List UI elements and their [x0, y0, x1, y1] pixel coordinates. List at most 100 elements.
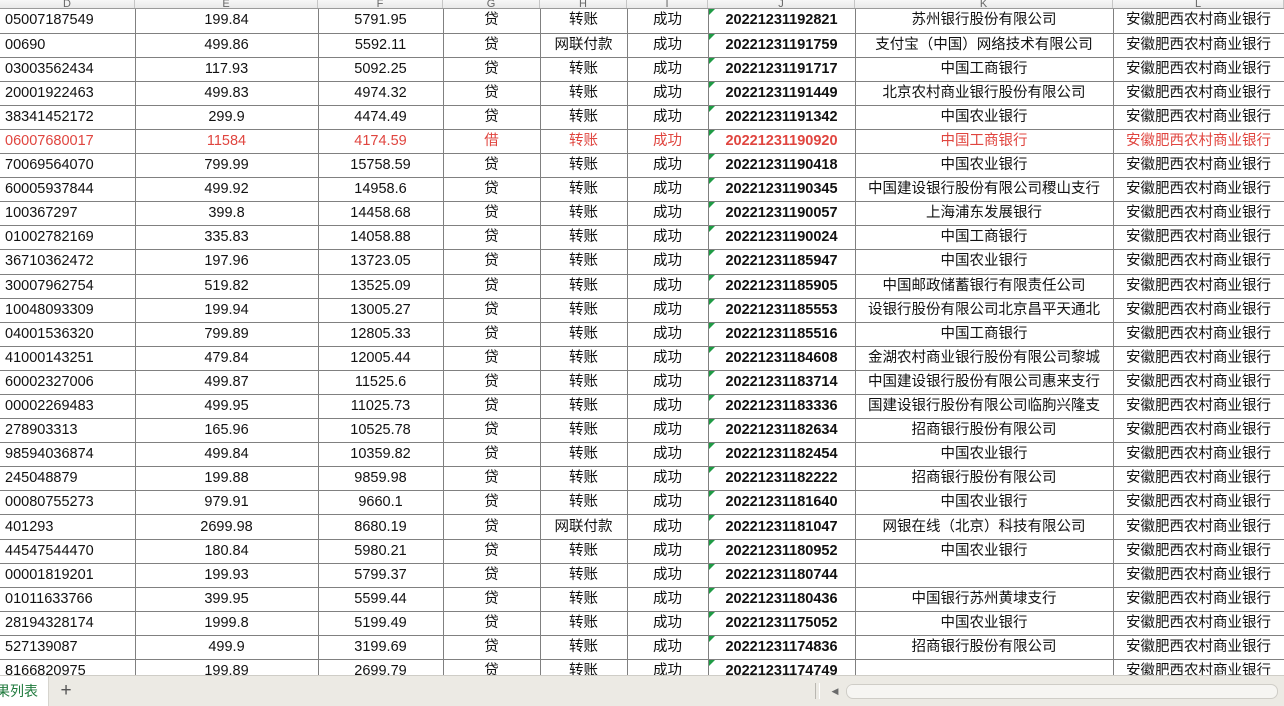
cell-txn-type[interactable]: 转账: [540, 466, 628, 492]
table-row[interactable]: 00002269483 499.95 11025.73 贷转账 成功 2022123118…: [0, 394, 1284, 420]
cell-counterparty-bank[interactable]: 中国农业银行: [855, 611, 1114, 636]
cell-txn-type[interactable]: 转账: [540, 370, 628, 396]
cell-counterparty-bank[interactable]: 金湖农村商业银行股份有限公司黎城: [855, 346, 1114, 371]
cell-balance[interactable]: 5791.95: [318, 9, 444, 34]
cell-status[interactable]: 成功: [627, 611, 709, 636]
cell-status[interactable]: 成功: [627, 539, 709, 564]
table-row[interactable]: 98594036874 499.84 10359.82 贷转账 成功 2022123118…: [0, 442, 1284, 468]
cell-status[interactable]: 成功: [627, 201, 709, 227]
cell-status[interactable]: 成功: [627, 33, 709, 58]
cell-status[interactable]: 成功: [627, 587, 709, 612]
table-row[interactable]: 10048093309 199.94 13005.27 贷转账 成功 2022123118…: [0, 298, 1284, 323]
cell-own-bank[interactable]: 安徽肥西农村商业银行: [1113, 539, 1284, 564]
table-row[interactable]: 00001819201 199.93 5799.37 贷转账 成功 20221231180…: [0, 563, 1284, 588]
cell-balance[interactable]: 14958.6: [318, 177, 444, 203]
cell-balance[interactable]: 12805.33: [318, 322, 444, 347]
cell-direction[interactable]: 贷: [443, 370, 541, 396]
cell-balance[interactable]: 9859.98: [318, 466, 444, 492]
cell-status[interactable]: 成功: [627, 442, 709, 468]
table-row[interactable]: 00080755273 979.91 9660.1 贷转账 成功 202212311816…: [0, 490, 1284, 516]
scroll-left-arrow-icon[interactable]: ◀: [826, 682, 844, 700]
cell-balance[interactable]: 11525.6: [318, 370, 444, 396]
cell-counterparty-bank[interactable]: 中国工商银行: [855, 225, 1114, 251]
cell-amount[interactable]: 199.94: [135, 298, 319, 323]
cell-own-bank[interactable]: 安徽肥西农村商业银行: [1113, 370, 1284, 396]
cell-amount[interactable]: 1999.8: [135, 611, 319, 636]
cell-direction[interactable]: 贷: [443, 153, 541, 179]
cell-datetime[interactable]: 20221231191342: [708, 105, 856, 130]
cell-txn-type[interactable]: 转账: [540, 153, 628, 179]
table-row[interactable]: 60002327006 499.87 11525.6 贷转账 成功 20221231183…: [0, 370, 1284, 396]
cell-account[interactable]: 100367297: [0, 201, 136, 227]
cell-account[interactable]: 00690: [0, 33, 136, 58]
cell-datetime[interactable]: 20221231190024: [708, 225, 856, 251]
cell-own-bank[interactable]: 安徽肥西农村商业银行: [1113, 563, 1284, 588]
cell-status[interactable]: 成功: [627, 9, 709, 34]
cell-datetime[interactable]: 20221231185553: [708, 298, 856, 323]
cell-status[interactable]: 成功: [627, 177, 709, 203]
cell-account[interactable]: 10048093309: [0, 298, 136, 323]
cell-txn-type[interactable]: 转账: [540, 563, 628, 588]
cell-balance[interactable]: 5980.21: [318, 539, 444, 564]
cell-account[interactable]: 05007187549: [0, 9, 136, 34]
cell-balance[interactable]: 10525.78: [318, 418, 444, 444]
cell-amount[interactable]: 479.84: [135, 346, 319, 371]
cell-counterparty-bank[interactable]: 支付宝（中国）网络技术有限公司: [855, 33, 1114, 58]
cell-counterparty-bank[interactable]: 中国邮政储蓄银行有限责任公司: [855, 274, 1114, 299]
table-row[interactable]: 20001922463 499.83 4974.32 贷转账 成功 20221231191…: [0, 81, 1284, 106]
cell-direction[interactable]: 贷: [443, 322, 541, 347]
horizontal-scrollbar-thumb[interactable]: [847, 684, 1131, 696]
cell-datetime[interactable]: 20221231181640: [708, 490, 856, 516]
cell-balance[interactable]: 4974.32: [318, 81, 444, 106]
cell-status[interactable]: 成功: [627, 466, 709, 492]
cell-amount[interactable]: 399.8: [135, 201, 319, 227]
cell-balance[interactable]: 4474.49: [318, 105, 444, 130]
scroll-split-handle[interactable]: [815, 683, 820, 699]
cell-direction[interactable]: 贷: [443, 394, 541, 420]
cell-status[interactable]: 成功: [627, 394, 709, 420]
table-row[interactable]: 03003562434 117.93 5092.25 贷转账 成功 20221231191…: [0, 57, 1284, 82]
column-header-J[interactable]: J: [708, 0, 855, 8]
table-row[interactable]: 41000143251 479.84 12005.44 贷转账 成功 2022123118…: [0, 346, 1284, 371]
cell-direction[interactable]: 贷: [443, 298, 541, 323]
column-header-G[interactable]: G: [443, 0, 540, 8]
cell-amount[interactable]: 2699.98: [135, 514, 319, 540]
cell-account[interactable]: 401293: [0, 514, 136, 540]
horizontal-scrollbar-track[interactable]: [846, 683, 1278, 699]
cell-datetime[interactable]: 20221231184608: [708, 346, 856, 371]
cell-txn-type[interactable]: 转账: [540, 129, 628, 155]
cell-datetime[interactable]: 20221231174749: [708, 659, 856, 675]
cell-account[interactable]: 00080755273: [0, 490, 136, 516]
cell-datetime[interactable]: 20221231180436: [708, 587, 856, 612]
cell-own-bank[interactable]: 安徽肥西农村商业银行: [1113, 129, 1284, 155]
cell-datetime[interactable]: 20221231190345: [708, 177, 856, 203]
cell-txn-type[interactable]: 转账: [540, 418, 628, 444]
cell-datetime[interactable]: 20221231182454: [708, 442, 856, 468]
table-row[interactable]: 06007680017 11584 4174.59 借转账 成功 202212311909…: [0, 129, 1284, 155]
cell-amount[interactable]: 799.89: [135, 322, 319, 347]
cell-amount[interactable]: 499.9: [135, 635, 319, 661]
cell-amount[interactable]: 199.89: [135, 659, 319, 675]
cell-account[interactable]: 527139087: [0, 635, 136, 661]
table-row[interactable]: 04001536320 799.89 12805.33 贷转账 成功 2022123118…: [0, 322, 1284, 347]
cell-txn-type[interactable]: 转账: [540, 587, 628, 612]
cell-counterparty-bank[interactable]: 招商银行股份有限公司: [855, 418, 1114, 444]
cell-counterparty-bank[interactable]: 中国农业银行: [855, 249, 1114, 275]
cell-account[interactable]: 60005937844: [0, 177, 136, 203]
cell-account[interactable]: 04001536320: [0, 322, 136, 347]
cell-txn-type[interactable]: 转账: [540, 81, 628, 106]
column-header-K[interactable]: K: [855, 0, 1113, 8]
cell-txn-type[interactable]: 转账: [540, 611, 628, 636]
table-row[interactable]: 100367297 399.8 14458.68 贷转账 成功 2022123119005…: [0, 201, 1284, 227]
cell-txn-type[interactable]: 转账: [540, 635, 628, 661]
cell-counterparty-bank[interactable]: 招商银行股份有限公司: [855, 635, 1114, 661]
cell-direction[interactable]: 贷: [443, 514, 541, 540]
cell-txn-type[interactable]: 转账: [540, 57, 628, 82]
cell-own-bank[interactable]: 安徽肥西农村商业银行: [1113, 81, 1284, 106]
cell-account[interactable]: 20001922463: [0, 81, 136, 106]
cell-status[interactable]: 成功: [627, 81, 709, 106]
cell-own-bank[interactable]: 安徽肥西农村商业银行: [1113, 177, 1284, 203]
cell-counterparty-bank[interactable]: 上海浦东发展银行: [855, 201, 1114, 227]
cell-balance[interactable]: 15758.59: [318, 153, 444, 179]
cell-direction[interactable]: 贷: [443, 659, 541, 675]
